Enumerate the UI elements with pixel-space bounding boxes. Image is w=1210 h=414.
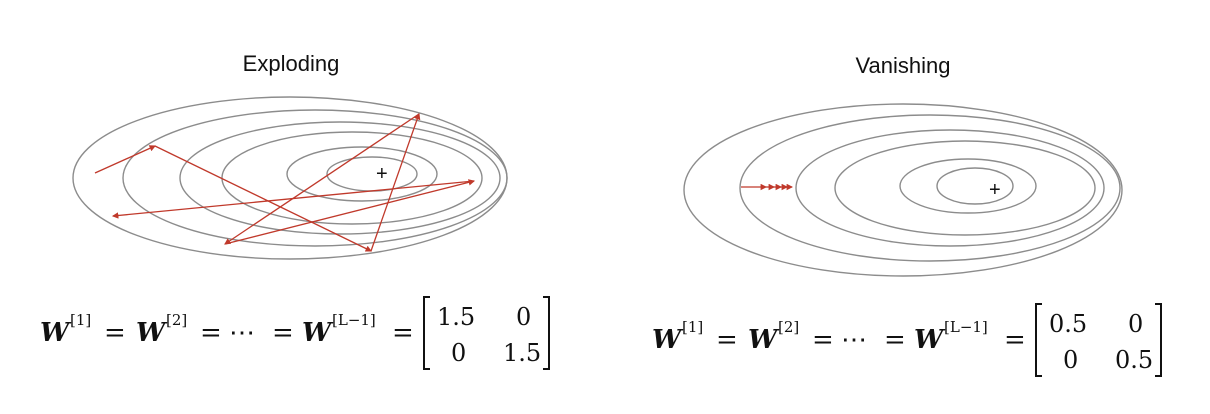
- contour-ring: [739, 114, 1121, 262]
- matrix-left-bracket: [1035, 303, 1042, 377]
- weight-symbol: W: [136, 318, 168, 348]
- matrix-cell: 0: [516, 303, 531, 331]
- matrix-cell: 0: [1063, 346, 1078, 374]
- ellipsis: ⋯: [229, 318, 255, 348]
- vanishing-title: Vanishing: [855, 53, 951, 78]
- contour-ring: [286, 146, 438, 202]
- equals-sign: =: [272, 318, 294, 348]
- weight-symbol: W: [302, 318, 334, 348]
- equals-sign: =: [392, 318, 414, 348]
- ellipsis: ⋯: [841, 325, 867, 355]
- matrix-right-bracket: [543, 296, 550, 370]
- superscript: [L−1]: [332, 311, 376, 329]
- contour-ring: [834, 140, 1096, 236]
- matrix-cell: 1.5: [437, 303, 475, 331]
- equals-sign: =: [716, 325, 738, 355]
- vanishing-optimum-marker: +: [989, 179, 1001, 201]
- contour-ring: [795, 129, 1105, 247]
- matrix-left-bracket: [423, 296, 430, 370]
- equals-sign: =: [812, 325, 834, 355]
- exploding-descent-path: [94, 112, 476, 252]
- superscript: [1]: [70, 311, 91, 329]
- exploding-optimum-marker: +: [376, 163, 388, 185]
- contour-ring: [683, 103, 1123, 277]
- path-step: [224, 113, 420, 245]
- superscript: [2]: [778, 318, 799, 336]
- superscript: [2]: [166, 311, 187, 329]
- equals-sign: =: [104, 318, 126, 348]
- path-step: [111, 180, 475, 219]
- contour-ring: [936, 167, 1014, 205]
- path-step: [370, 112, 421, 252]
- path-step: [154, 145, 372, 252]
- matrix-cell: 1.5: [503, 339, 541, 367]
- weight-symbol: W: [748, 325, 780, 355]
- matrix-right-bracket: [1155, 303, 1162, 377]
- path-step: [224, 179, 476, 245]
- matrix-cell: 0.5: [1115, 346, 1153, 374]
- matrix-cell: 0: [451, 339, 466, 367]
- weight-symbol: W: [40, 318, 72, 348]
- superscript: [1]: [682, 318, 703, 336]
- equals-sign: =: [200, 318, 222, 348]
- contour-ring: [179, 121, 501, 235]
- exploding-title: Exploding: [242, 51, 340, 76]
- superscript: [L−1]: [944, 318, 988, 336]
- contour-ring: [899, 158, 1037, 214]
- weight-symbol: W: [652, 325, 684, 355]
- matrix-cell: 0.5: [1049, 310, 1087, 338]
- contour-ring: [122, 109, 508, 247]
- vanishing-contour-plot: [683, 103, 1123, 277]
- matrix-cell: 0: [1128, 310, 1143, 338]
- equals-sign: =: [884, 325, 906, 355]
- weight-symbol: W: [914, 325, 946, 355]
- equals-sign: =: [1004, 325, 1026, 355]
- path-step: [94, 145, 156, 174]
